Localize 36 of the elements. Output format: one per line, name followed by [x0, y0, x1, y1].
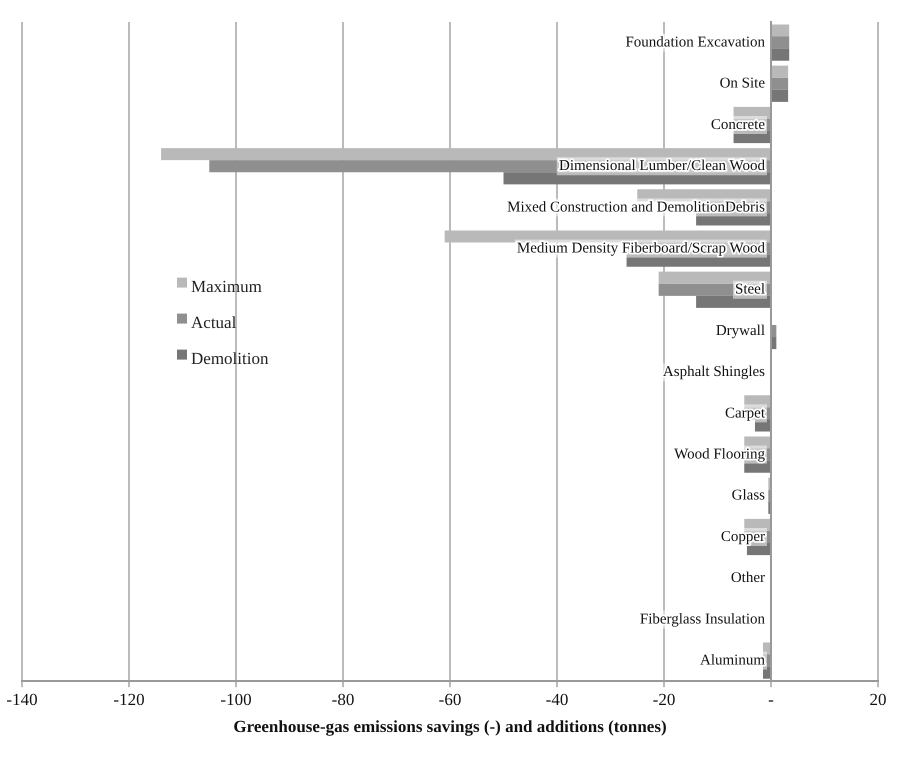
x-tick-label: -40: [546, 690, 568, 709]
y-tick-label: Other: [730, 570, 765, 586]
bar: [626, 254, 770, 267]
y-tick-label: Copper: [720, 528, 765, 545]
y-tick-label: Steel: [735, 282, 765, 298]
y-tick-label: Fiberglass Insulation: [640, 611, 766, 628]
y-tick-label: Wood Flooring: [674, 446, 766, 463]
y-tick-label: Mixed Construction and DemolitionDebris: [507, 199, 766, 216]
x-tick-label: 20: [870, 690, 886, 709]
legend-label: Actual: [191, 313, 237, 332]
x-tick-label: -: [768, 690, 774, 709]
legend-label: Maximum: [191, 277, 262, 296]
bar: [772, 48, 790, 61]
y-tick-label: Drywall: [716, 322, 765, 339]
x-tick-label: -80: [332, 690, 354, 709]
bar: [696, 296, 770, 308]
y-tick-label: Medium Density Fiberboard/Scrap Wood: [516, 240, 766, 257]
bar: [772, 66, 788, 78]
x-tick-label: -60: [438, 690, 462, 709]
y-tick-label: Foundation Excavation: [625, 34, 766, 51]
y-tick-label: Concrete: [710, 116, 766, 133]
bar: [772, 90, 788, 102]
legend-label: Demolition: [191, 349, 269, 368]
y-tick-label: Aluminum: [700, 652, 766, 669]
y-tick-label: Carpet: [725, 405, 766, 422]
y-tick-label: Asphalt Shingles: [662, 364, 766, 380]
y-tick-label: Dimensional Lumber/Clean Wood: [559, 158, 766, 174]
y-tick-label: On Site: [720, 76, 766, 92]
bar: [772, 24, 790, 37]
x-tick-label: -120: [113, 690, 145, 709]
y-tick-label: Glass: [732, 488, 766, 504]
x-tick-label: -140: [6, 690, 38, 709]
x-axis-title: Greenhouse-gas emissions savings (-) and additions (tonnes): [233, 717, 667, 736]
bar: [772, 337, 776, 350]
x-tick-label: -20: [652, 690, 676, 709]
x-tick-label: -100: [220, 690, 252, 709]
